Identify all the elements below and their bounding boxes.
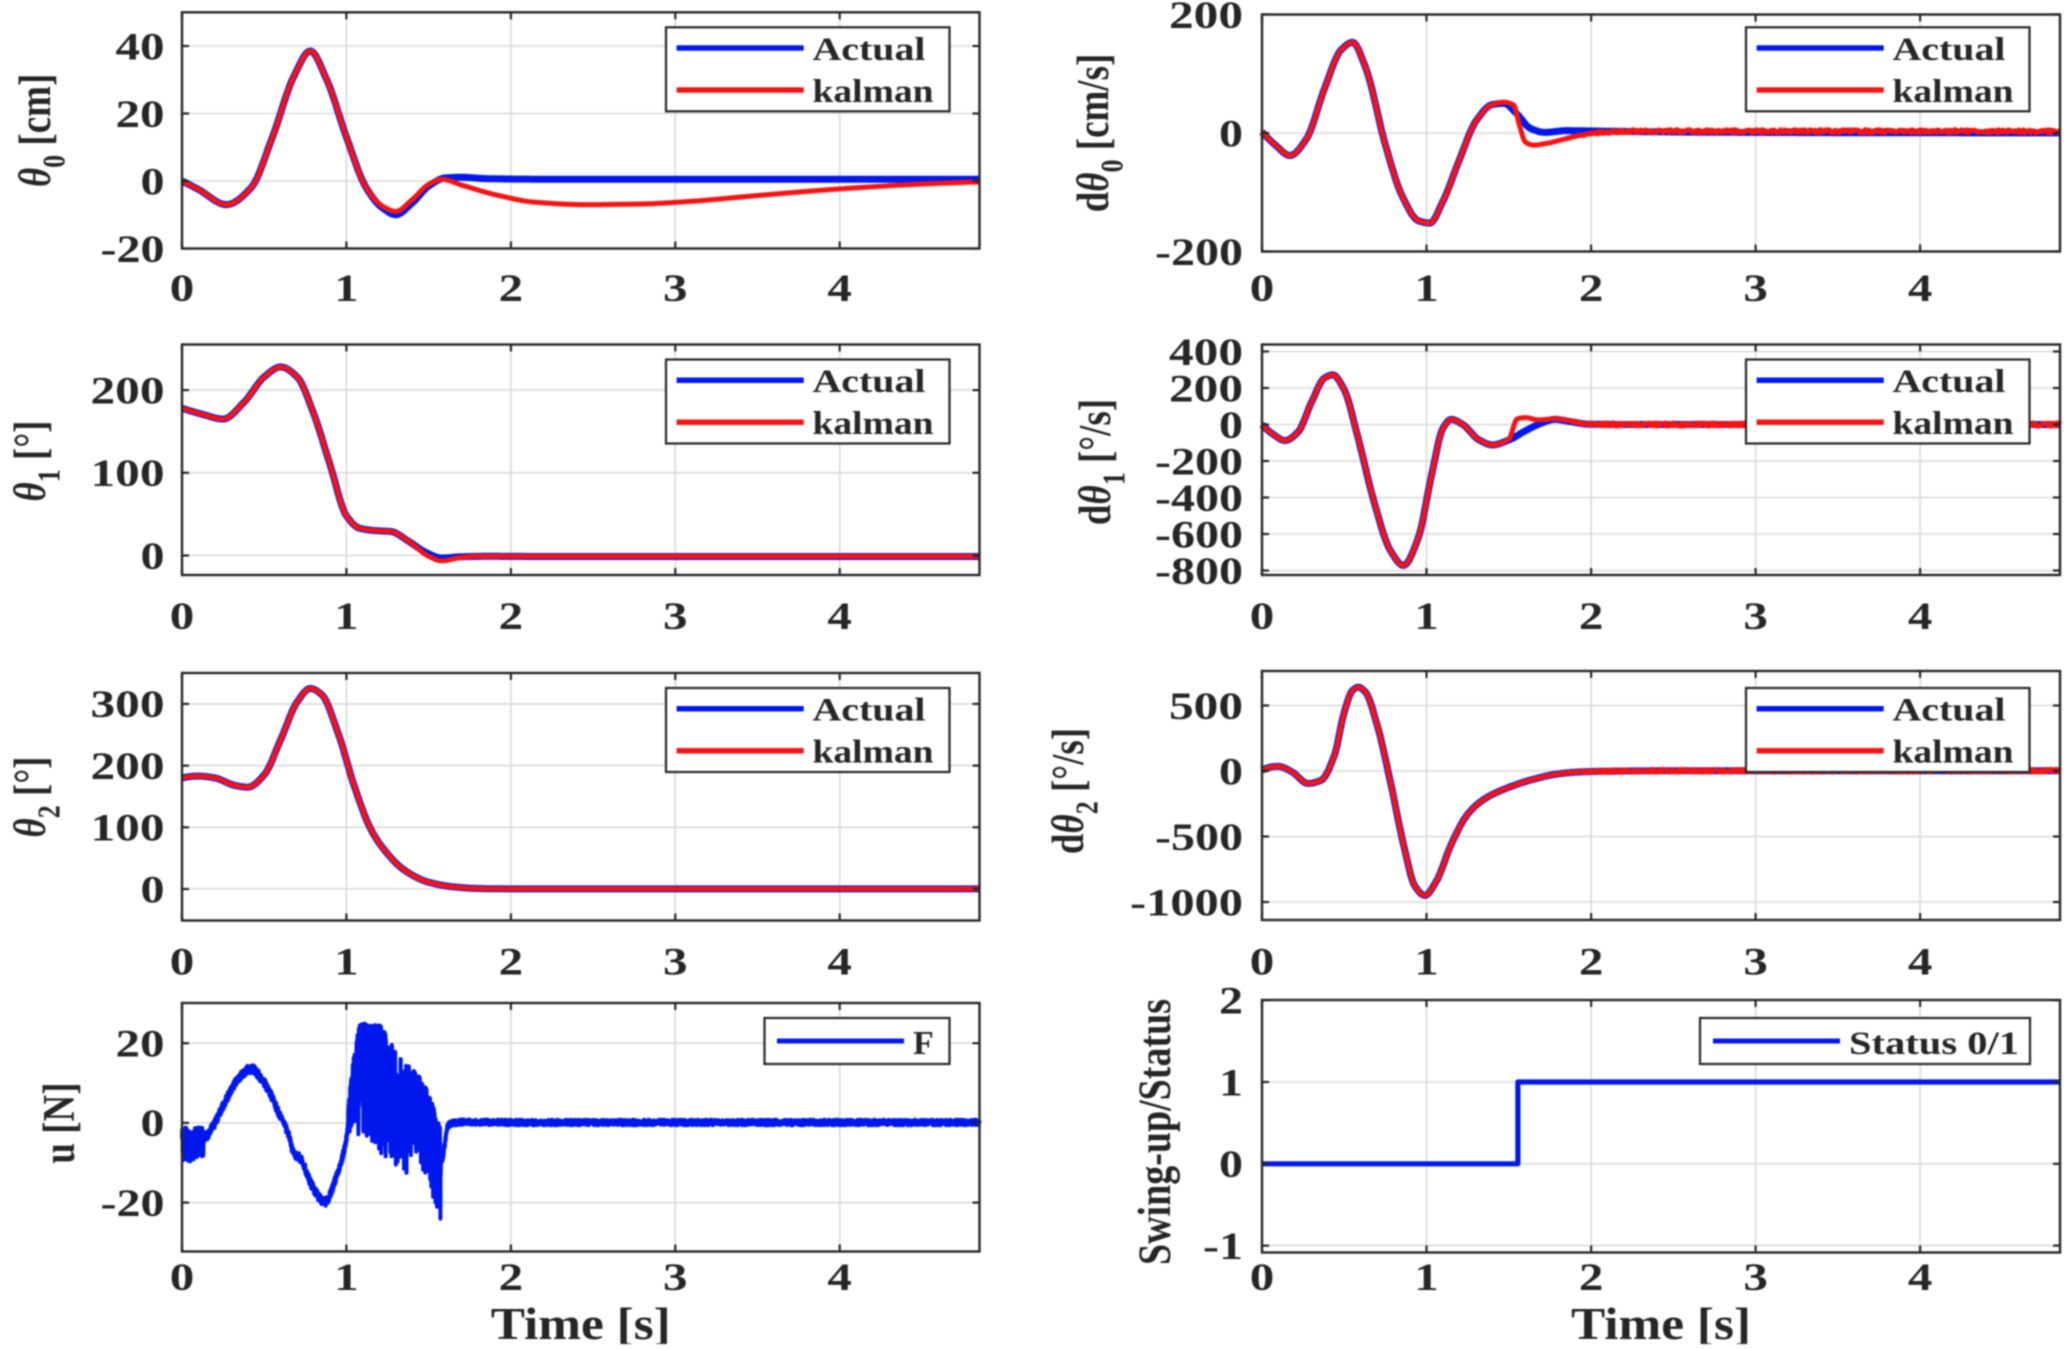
svg-text:0: 0 — [1250, 941, 1275, 984]
svg-text:500: 500 — [1169, 685, 1243, 728]
svg-text:200: 200 — [1169, 367, 1243, 410]
svg-text:1: 1 — [334, 267, 359, 310]
svg-text:kalman: kalman — [1893, 74, 2014, 110]
svg-text:1: 1 — [1414, 595, 1439, 638]
svg-text:1: 1 — [1414, 1256, 1439, 1299]
svg-text:0: 0 — [170, 1256, 195, 1299]
svg-text:Actual: Actual — [813, 364, 926, 400]
svg-text:0: 0 — [141, 868, 165, 911]
svg-text:1: 1 — [334, 1256, 359, 1299]
svg-text:Swing-up/Status: Swing-up/Status — [1130, 999, 1181, 1265]
svg-text:3: 3 — [663, 1256, 688, 1299]
svg-text:0: 0 — [1250, 595, 1275, 638]
svg-text:0: 0 — [170, 941, 195, 984]
svg-text:-400: -400 — [1155, 477, 1243, 520]
svg-text:-500: -500 — [1155, 816, 1243, 859]
svg-text:2: 2 — [1579, 941, 1604, 984]
svg-text:4: 4 — [827, 595, 852, 638]
svg-text:F: F — [913, 1025, 934, 1062]
svg-text:0: 0 — [1219, 404, 1243, 447]
svg-text:1: 1 — [334, 941, 359, 984]
svg-text:-200: -200 — [1155, 440, 1243, 483]
svg-text:0: 0 — [1250, 267, 1275, 310]
svg-text:u [N]: u [N] — [34, 1082, 84, 1163]
svg-text:Actual: Actual — [813, 693, 926, 729]
svg-text:-600: -600 — [1155, 513, 1243, 556]
svg-text:3: 3 — [1743, 1256, 1768, 1299]
svg-text:0: 0 — [141, 1102, 165, 1145]
svg-text:Status 0/1: Status 0/1 — [1849, 1026, 2019, 1062]
svg-text:4: 4 — [827, 941, 852, 984]
svg-text:dθ1​ [°/s]: dθ1​ [°/s] — [1070, 399, 1133, 525]
svg-text:0: 0 — [1250, 1256, 1275, 1299]
svg-text:4: 4 — [1908, 267, 1933, 310]
svg-text:-20: -20 — [101, 228, 165, 271]
svg-text:0: 0 — [170, 595, 195, 638]
svg-text:2: 2 — [1579, 595, 1604, 638]
svg-text:3: 3 — [1743, 595, 1768, 638]
svg-text:-20: -20 — [101, 1182, 165, 1225]
svg-text:200: 200 — [91, 369, 165, 412]
svg-text:1: 1 — [1414, 267, 1439, 310]
svg-text:kalman: kalman — [813, 406, 934, 442]
svg-text:2: 2 — [499, 1256, 524, 1299]
svg-text:2: 2 — [1579, 267, 1604, 310]
svg-text:4: 4 — [1908, 595, 1933, 638]
svg-text:3: 3 — [663, 595, 688, 638]
svg-text:-1: -1 — [1203, 1225, 1243, 1268]
svg-text:20: 20 — [116, 93, 165, 136]
svg-text:Time [s]: Time [s] — [491, 1299, 671, 1344]
svg-text:0: 0 — [1219, 112, 1243, 155]
svg-text:0: 0 — [141, 160, 165, 203]
svg-text:200: 200 — [91, 745, 165, 788]
svg-text:Time [s]: Time [s] — [1571, 1299, 1751, 1344]
svg-text:300: 300 — [91, 683, 165, 726]
svg-text:4: 4 — [1908, 941, 1933, 984]
svg-text:1: 1 — [1414, 941, 1439, 984]
svg-text:2: 2 — [499, 267, 524, 310]
svg-text:kalman: kalman — [813, 735, 934, 771]
svg-text:2: 2 — [1579, 1256, 1604, 1299]
svg-text:2: 2 — [1219, 980, 1243, 1023]
svg-text:4: 4 — [827, 1256, 852, 1299]
svg-text:dθ2​ [°/s]: dθ2​ [°/s] — [1043, 728, 1106, 854]
svg-text:1: 1 — [334, 595, 359, 638]
svg-text:Actual: Actual — [813, 32, 926, 68]
svg-text:kalman: kalman — [1893, 406, 2014, 442]
svg-text:4: 4 — [1908, 1256, 1933, 1299]
svg-text:-200: -200 — [1155, 231, 1243, 274]
svg-text:Actual: Actual — [1893, 693, 2006, 729]
svg-text:20: 20 — [116, 1023, 165, 1066]
svg-text:3: 3 — [1743, 941, 1768, 984]
svg-text:0: 0 — [170, 267, 195, 310]
svg-text:1: 1 — [1219, 1061, 1243, 1104]
svg-text:200: 200 — [1169, 0, 1243, 37]
svg-text:-800: -800 — [1155, 550, 1243, 593]
svg-text:2: 2 — [499, 941, 524, 984]
svg-text:dθ0​ [cm/s]: dθ0​ [cm/s] — [1068, 54, 1131, 213]
svg-text:kalman: kalman — [1893, 735, 2014, 771]
svg-text:2: 2 — [499, 595, 524, 638]
svg-text:3: 3 — [1743, 267, 1768, 310]
svg-text:4: 4 — [827, 267, 852, 310]
svg-text:θ1​ [°]: θ1​ [°] — [5, 421, 68, 502]
svg-text:400: 400 — [1169, 331, 1243, 374]
svg-text:100: 100 — [91, 807, 165, 850]
svg-text:0: 0 — [1219, 1143, 1243, 1186]
svg-text:kalman: kalman — [813, 74, 934, 110]
svg-text:Actual: Actual — [1893, 364, 2006, 400]
svg-text:3: 3 — [663, 267, 688, 310]
svg-text:-1000: -1000 — [1130, 881, 1243, 924]
svg-text:Actual: Actual — [1893, 32, 2006, 68]
svg-text:40: 40 — [116, 25, 165, 68]
svg-text:0: 0 — [141, 535, 165, 578]
svg-text:3: 3 — [663, 941, 688, 984]
svg-text:0: 0 — [1219, 750, 1243, 793]
svg-text:θ0​ [cm]: θ0​ [cm] — [10, 74, 73, 187]
svg-text:θ2​ [°]: θ2​ [°] — [5, 757, 68, 838]
svg-text:100: 100 — [91, 452, 165, 495]
